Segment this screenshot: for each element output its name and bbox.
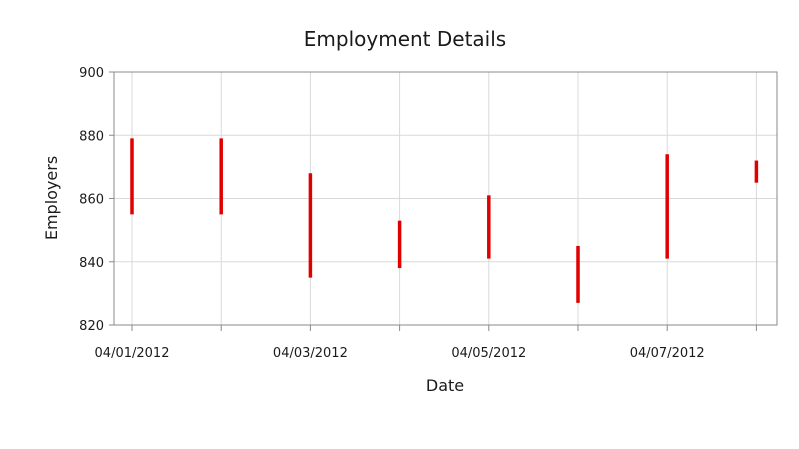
y-tick-label: 900: [79, 66, 104, 81]
x-tick-label: 04/07/2012: [630, 346, 705, 361]
y-axis-title: Employers: [42, 156, 61, 240]
y-tick-label: 880: [79, 129, 104, 144]
plot-border: [113, 71, 778, 326]
x-tick-label: 04/03/2012: [273, 346, 348, 361]
grid: [114, 71, 777, 326]
range-bars: [130, 138, 759, 303]
tick-labels: 820 840 860 880 900 04/01/2012 04/03/2012 04/05…: [79, 66, 704, 361]
y-tick-label: 840: [79, 256, 104, 271]
x-tick-label: 04/01/2012: [95, 346, 170, 361]
y-tick-label: 820: [79, 319, 104, 334]
chart-title: Employment Details: [304, 27, 506, 51]
axes: [109, 71, 778, 331]
x-axis-title: Date: [426, 376, 464, 395]
y-tick-label: 860: [79, 193, 104, 208]
x-tick-label: 04/05/2012: [451, 346, 526, 361]
